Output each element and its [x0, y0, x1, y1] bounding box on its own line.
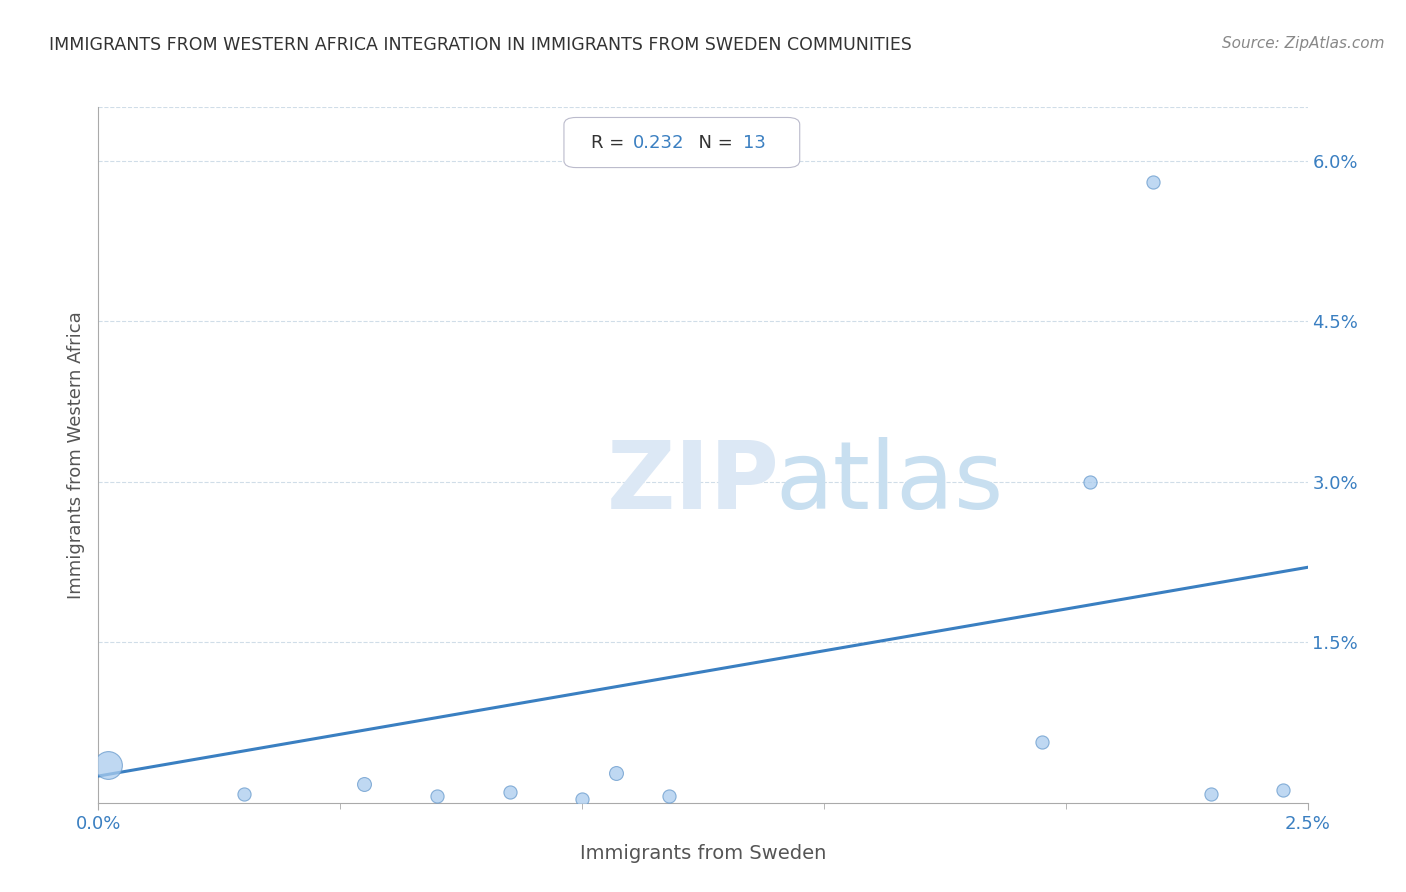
X-axis label: Immigrants from Sweden: Immigrants from Sweden: [579, 844, 827, 863]
Point: [658, 789, 681, 804]
Y-axis label: Immigrants from Western Africa: Immigrants from Western Africa: [66, 311, 84, 599]
Point: [97, 758, 120, 772]
FancyBboxPatch shape: [564, 118, 800, 168]
Point: [353, 776, 375, 790]
Text: 0.232: 0.232: [633, 134, 685, 152]
Text: ZIP: ZIP: [606, 437, 779, 529]
Point: [1142, 175, 1164, 189]
Point: [605, 765, 627, 780]
Point: [498, 785, 520, 799]
Text: 13: 13: [742, 134, 766, 152]
Point: [1272, 783, 1295, 797]
Text: atlas: atlas: [776, 437, 1004, 529]
Text: Source: ZipAtlas.com: Source: ZipAtlas.com: [1222, 36, 1385, 51]
Point: [426, 789, 449, 804]
Point: [1199, 787, 1222, 801]
Text: R =: R =: [591, 134, 630, 152]
Text: N =: N =: [688, 134, 738, 152]
Point: [1078, 475, 1101, 489]
Point: [232, 787, 254, 801]
Point: [1031, 735, 1053, 749]
Point: [571, 791, 593, 805]
Text: IMMIGRANTS FROM WESTERN AFRICA INTEGRATION IN IMMIGRANTS FROM SWEDEN COMMUNITIES: IMMIGRANTS FROM WESTERN AFRICA INTEGRATI…: [49, 36, 912, 54]
